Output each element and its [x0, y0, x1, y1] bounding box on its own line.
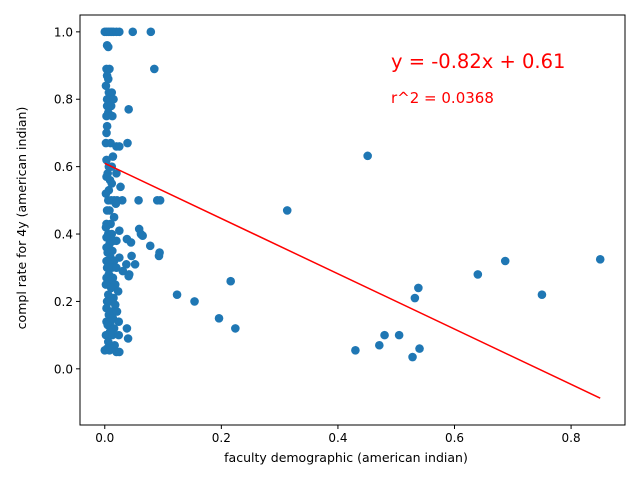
data-point [126, 238, 136, 247]
data-point [414, 283, 423, 293]
y-tick-label: 0.4 [54, 228, 73, 242]
data-point [408, 352, 417, 362]
data-point [118, 266, 128, 276]
data-point [123, 334, 133, 343]
data-point [500, 256, 510, 266]
data-point [375, 340, 384, 350]
data-point [101, 223, 111, 232]
data-point [128, 27, 138, 37]
data-point [105, 64, 114, 74]
data-point [127, 251, 136, 261]
data-point [101, 81, 111, 91]
data-point [146, 27, 156, 37]
data-point [363, 151, 372, 161]
data-point [107, 88, 117, 97]
data-point [112, 263, 121, 273]
data-point [117, 196, 127, 205]
data-point [112, 236, 121, 246]
x-tick-label: 0.2 [212, 431, 231, 445]
data-point [107, 179, 117, 188]
data-point [101, 189, 111, 198]
data-point [105, 345, 114, 355]
y-tick-label: 0.6 [54, 160, 73, 174]
data-point [109, 94, 118, 104]
data-point [105, 206, 114, 215]
data-point [113, 287, 123, 296]
x-tick-label: 0.4 [328, 431, 347, 445]
data-point [122, 260, 131, 269]
data-point [410, 293, 420, 303]
data-point [115, 142, 124, 151]
data-point [112, 169, 121, 178]
fit-line [104, 162, 601, 399]
data-point [111, 199, 121, 209]
data-point [145, 241, 155, 251]
fit-equation-annotation: y = -0.82x + 0.61 [391, 50, 565, 73]
data-point [110, 300, 120, 310]
data-point [101, 330, 111, 340]
data-point [123, 138, 132, 148]
data-point [150, 64, 159, 74]
data-point [138, 231, 147, 241]
data-point [537, 290, 547, 299]
data-point [282, 206, 292, 215]
data-point [115, 27, 124, 37]
data-point [102, 121, 112, 131]
points-layer [100, 27, 605, 362]
data-point [106, 283, 116, 293]
data-point [190, 297, 199, 306]
data-point [102, 233, 111, 242]
data-point [102, 128, 111, 138]
y-axis-label: compl rate for 4y (american indian) [14, 107, 29, 330]
data-point [116, 182, 125, 192]
data-point [115, 347, 124, 357]
data-point [124, 105, 133, 114]
axes-frame [79, 14, 626, 426]
data-point [103, 320, 112, 330]
data-point [103, 337, 113, 347]
data-point [134, 196, 143, 205]
data-point [114, 330, 124, 340]
data-point [351, 345, 360, 355]
data-point [114, 317, 124, 326]
data-point [155, 196, 165, 205]
data-point [122, 324, 132, 333]
x-tick-label: 0.6 [445, 431, 464, 445]
y-tick-label: 0.2 [54, 295, 73, 309]
data-point [106, 101, 116, 111]
data-point [415, 344, 424, 353]
data-point [595, 255, 605, 264]
fit-line-layer [104, 162, 601, 399]
data-point [102, 155, 111, 165]
x-tick-label: 0.0 [95, 431, 114, 445]
data-point [108, 111, 117, 121]
data-point [226, 276, 235, 286]
data-point [130, 260, 140, 269]
x-axis-label: faculty demographic (american indian) [224, 450, 468, 465]
data-point [124, 271, 133, 281]
data-point [109, 212, 119, 222]
r-squared-annotation: r^2 = 0.0368 [391, 89, 494, 107]
data-point [108, 152, 118, 161]
data-point [380, 330, 389, 340]
data-point [108, 330, 117, 340]
data-point [172, 290, 182, 299]
y-tick-label: 0.0 [54, 362, 73, 376]
data-point [473, 270, 483, 279]
data-point [112, 307, 122, 316]
x-tick-label: 0.8 [562, 431, 581, 445]
data-point [394, 330, 404, 340]
x-ticks: 0.0 0.2 0.4 0.6 0.8 [95, 425, 581, 445]
y-tick-label: 1.0 [54, 25, 73, 39]
data-point [154, 251, 164, 261]
data-point [115, 226, 124, 235]
y-tick-label: 0.8 [54, 93, 73, 107]
data-point [231, 324, 240, 333]
data-point [214, 313, 224, 323]
y-ticks: 0.0 0.2 0.4 0.6 0.8 1.0 [54, 25, 80, 376]
data-point [103, 74, 113, 84]
data-point [103, 42, 113, 52]
